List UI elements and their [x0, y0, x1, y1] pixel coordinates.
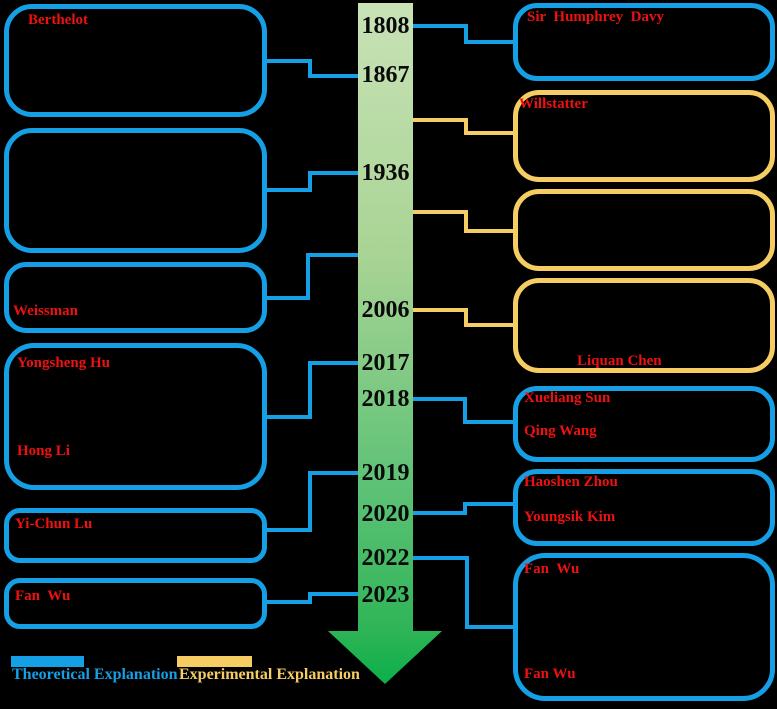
person-name-qing-wang: Qing Wang	[524, 423, 597, 439]
connector-right-2006	[411, 308, 516, 327]
person-name-willstatter: Willstatter	[519, 96, 588, 112]
person-name-xueliang-sun: Xueliang Sun	[524, 390, 611, 406]
right-box-sun-wang	[513, 386, 775, 462]
person-name-liquan-chen: Liquan Chen	[577, 353, 662, 369]
connector-left-1936	[265, 171, 360, 192]
person-name-fan-wu-top: Fan Wu	[524, 561, 580, 577]
person-name-haoshen-zhou: Haoshen Zhou	[524, 474, 618, 490]
connector-left-2017	[265, 361, 360, 419]
year-label-2006: 2006	[361, 297, 410, 323]
year-label-2019: 2019	[361, 460, 410, 486]
right-box-experimental-3	[513, 189, 775, 271]
connector-right-willstatter	[411, 118, 516, 135]
person-name-davy: Sir Humphrey Davy	[527, 9, 664, 25]
connector-left-weissman	[265, 253, 360, 300]
connector-left-2023	[265, 592, 360, 604]
left-box-hu-li	[4, 343, 267, 490]
legend-swatch-experimental	[177, 656, 252, 667]
left-box-fan-wu	[4, 578, 267, 629]
year-label-1867: 1867	[361, 62, 410, 88]
connector-right-1808	[411, 24, 516, 44]
connector-left-1867	[265, 59, 360, 78]
right-box-zhou-kim	[513, 469, 775, 546]
connector-left-2019	[265, 471, 360, 532]
connector-right-2018	[411, 397, 516, 424]
person-name-youngsik-kim: Youngsik Kim	[524, 509, 616, 525]
left-box-yi-chun-lu	[4, 508, 267, 563]
connector-right-yellow-3	[411, 210, 516, 233]
person-name-yi-chun-lu: Yi-Chun Lu	[15, 516, 93, 532]
year-label-1808: 1808	[361, 13, 410, 39]
right-box-fan-wu	[513, 553, 775, 701]
left-box-berthelot	[4, 4, 267, 117]
year-label-2018: 2018	[361, 386, 410, 412]
left-box-1936	[4, 128, 267, 253]
left-box-weissman	[4, 262, 267, 333]
year-label-2023: 2023	[361, 582, 410, 608]
year-label-2017: 2017	[361, 350, 410, 376]
person-name-berthelot: Berthelot	[28, 12, 88, 28]
legend-label-theoretical: Theoretical Explanation	[12, 666, 178, 683]
year-label-2022: 2022	[361, 545, 410, 571]
right-box-liquan-chen	[513, 278, 775, 373]
year-label-1936: 1936	[361, 160, 410, 186]
person-name-yongsheng-hu: Yongsheng Hu	[17, 355, 110, 371]
legend-label-experimental: Experimental Explanation	[179, 666, 360, 683]
person-name-weissman: Weissman	[13, 303, 79, 319]
person-name-fan-wu-bottom: Fan Wu	[524, 666, 576, 682]
right-box-willstatter	[513, 90, 775, 182]
timeline-axis	[358, 3, 413, 632]
year-label-2020: 2020	[361, 501, 410, 527]
legend-swatch-theoretical	[11, 656, 84, 667]
right-box-davy	[513, 3, 775, 81]
connector-right-2020	[411, 502, 516, 515]
person-name-fan-wu-left: Fan Wu	[15, 588, 71, 604]
connector-right-2022	[411, 556, 516, 629]
person-name-hong-li: Hong Li	[17, 443, 70, 459]
